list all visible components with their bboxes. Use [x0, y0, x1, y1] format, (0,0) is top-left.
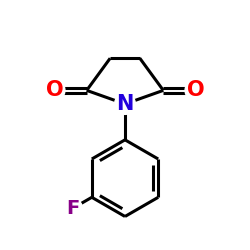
Text: O: O	[187, 80, 204, 100]
Circle shape	[185, 80, 206, 101]
Circle shape	[44, 80, 65, 101]
Text: O: O	[46, 80, 63, 100]
Circle shape	[63, 198, 82, 218]
Text: F: F	[66, 199, 79, 218]
Circle shape	[114, 94, 136, 114]
Text: N: N	[116, 94, 134, 114]
